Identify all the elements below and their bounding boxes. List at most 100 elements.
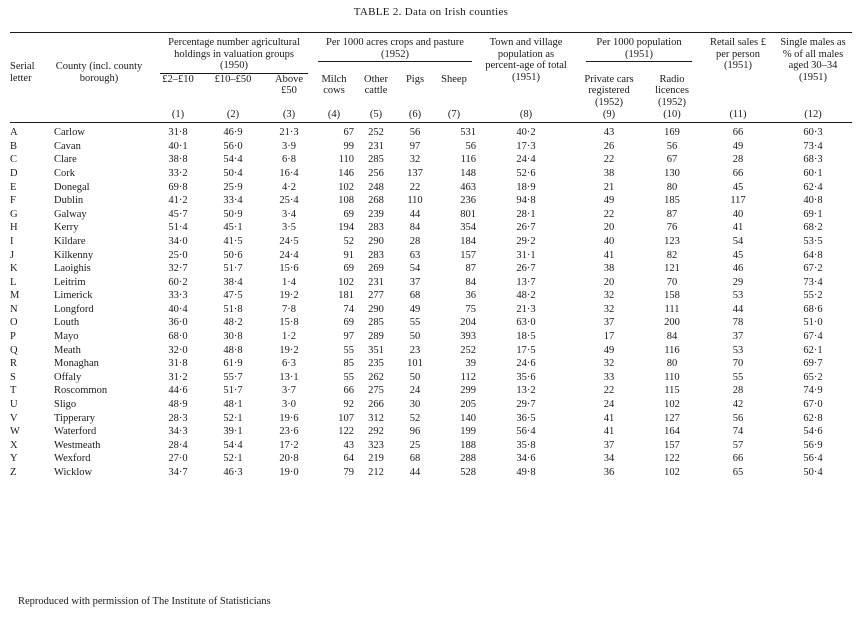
cell-c2: 61·9 [223, 358, 243, 370]
header-group-crops: Per 1000 acres crops and pasture (1952) [314, 37, 476, 74]
cell-county: Donegal [54, 181, 90, 193]
cell-county: Cavan [54, 140, 81, 152]
cell-c4: 74 [343, 303, 355, 315]
cell-c1: 31·8 [168, 358, 188, 370]
cell-c2: 25·9 [223, 181, 243, 193]
cell-c12: 53·5 [803, 235, 823, 247]
cell-county: Dublin [54, 195, 84, 207]
cell-c9: 20 [603, 276, 615, 288]
cell-c11: 70 [732, 358, 744, 370]
cell-c2: 41·5 [223, 235, 243, 247]
cell-c8: 36·5 [516, 412, 536, 424]
cell-c4: 67 [343, 127, 355, 139]
cell-serial: Y [10, 453, 18, 465]
cell-serial: T [10, 385, 17, 397]
header-single-males: Single males as % of all males aged 30–3… [780, 37, 846, 83]
cell-county: Longford [54, 303, 94, 315]
cell-c2: 47·5 [223, 290, 243, 302]
cell-c2: 50·4 [223, 167, 243, 179]
header-group-population: Per 1000 population (1951) [576, 37, 702, 74]
cell-c7: 463 [460, 181, 476, 193]
cell-c10: 200 [664, 317, 680, 329]
cell-c9: 22 [603, 208, 615, 220]
cell-c1: 41·2 [168, 195, 188, 207]
cell-c2: 52·1 [223, 453, 243, 465]
cell-c3: 15·8 [279, 317, 299, 329]
cell-c7: 39 [465, 358, 477, 370]
cell-county: Monaghan [54, 358, 99, 370]
column-number: (8) [519, 108, 533, 120]
cell-c6: 137 [407, 167, 423, 179]
cell-c9: 24 [603, 399, 615, 411]
cell-county: Wexford [54, 453, 91, 465]
cell-c4: 146 [338, 167, 354, 179]
cell-c8: 17·3 [516, 140, 536, 152]
cell-c7: 528 [460, 467, 476, 478]
cell-c5: 219 [368, 453, 384, 465]
cell-serial: D [10, 167, 18, 179]
header-serial: Serial letter [10, 61, 35, 84]
cell-c9: 49 [603, 195, 615, 207]
cell-c5: 235 [368, 358, 384, 370]
cell-serial: X [10, 439, 18, 451]
cell-c6: 24 [409, 385, 421, 397]
cell-c2: 48·8 [223, 344, 243, 356]
cell-c11: 37 [732, 331, 744, 343]
cell-c7: 188 [460, 439, 476, 451]
table-row: V Tipperary 28·3 52·1 19·6 107 312 52 140 36·5 41 1… [10, 412, 852, 426]
cell-c8: 26·7 [516, 222, 536, 234]
cell-c7: 299 [460, 385, 476, 397]
cell-serial: N [10, 303, 18, 315]
cell-c11: 45 [732, 249, 744, 261]
cell-c10: 130 [664, 167, 680, 179]
cell-c5: 231 [368, 276, 384, 288]
cell-c12: 74·9 [803, 385, 823, 397]
table-row: Z Wicklow 34·7 46·3 19·0 79 212 44 528 49·8 36 102 6… [10, 466, 852, 480]
cell-c3: 24·4 [279, 249, 299, 261]
cell-serial: W [10, 426, 20, 438]
cell-c5: 290 [368, 235, 384, 247]
cell-serial: G [10, 208, 18, 220]
cell-c6: 101 [407, 358, 423, 370]
cell-c10: 102 [664, 399, 680, 411]
column-number: (11) [729, 108, 747, 120]
cell-c7: 75 [465, 303, 477, 315]
cell-c4: 110 [338, 154, 354, 166]
cell-c8: 40·2 [516, 127, 536, 139]
cell-c5: 289 [368, 331, 384, 343]
cell-c3: 19·2 [279, 344, 299, 356]
cell-c8: 24·4 [516, 154, 536, 166]
cell-c11: 44 [732, 303, 744, 315]
cell-c8: 34·6 [516, 453, 536, 465]
cell-c8: 94·8 [516, 195, 536, 207]
cell-c6: 52 [409, 412, 421, 424]
cell-c8: 63·0 [516, 317, 536, 329]
cell-county: Mayo [54, 331, 79, 343]
cell-c5: 268 [368, 195, 384, 207]
cell-c2: 51·7 [223, 263, 243, 275]
cell-c11: 49 [732, 140, 744, 152]
cell-c7: 56 [465, 140, 477, 152]
cell-c7: 157 [460, 249, 476, 261]
cell-serial: S [10, 371, 16, 383]
cell-c6: 23 [409, 344, 421, 356]
table-row: F Dublin 41·2 33·4 25·4 108 268 110 236 94·8 49 185… [10, 194, 852, 208]
table-row: J Kilkenny 25·0 50·6 24·4 91 283 63 157 31·1 41 82 4… [10, 249, 852, 263]
header-rule [10, 122, 852, 127]
cell-c10: 84 [666, 331, 678, 343]
cell-c7: 204 [460, 317, 476, 329]
cell-c1: 51·4 [168, 222, 188, 234]
table-row: Y Wexford 27·0 52·1 20·8 64 219 68 288 34·6 34 122 6… [10, 452, 852, 466]
cell-c9: 22 [603, 154, 615, 166]
cell-c2: 54·4 [223, 154, 243, 166]
table-row: B Cavan 40·1 56·0 3·9 99 231 97 56 17·3 26 56 49 73·4 [10, 140, 852, 154]
cell-c3: 3·5 [282, 222, 296, 234]
cell-c10: 110 [664, 371, 680, 383]
cell-c1: 31·2 [168, 371, 188, 383]
column-number: (7) [447, 108, 461, 120]
header-c9: Private cars registered (1952) [584, 73, 634, 108]
table-body: A Carlow 31·8 46·9 21·3 67 252 56 531 40·2 43 169 66… [10, 126, 852, 479]
table-row: X Westmeath 28·4 54·4 17·2 43 323 25 188 35·8 37 15… [10, 439, 852, 453]
cell-c4: 55 [343, 344, 355, 356]
cell-c2: 56·0 [223, 140, 243, 152]
